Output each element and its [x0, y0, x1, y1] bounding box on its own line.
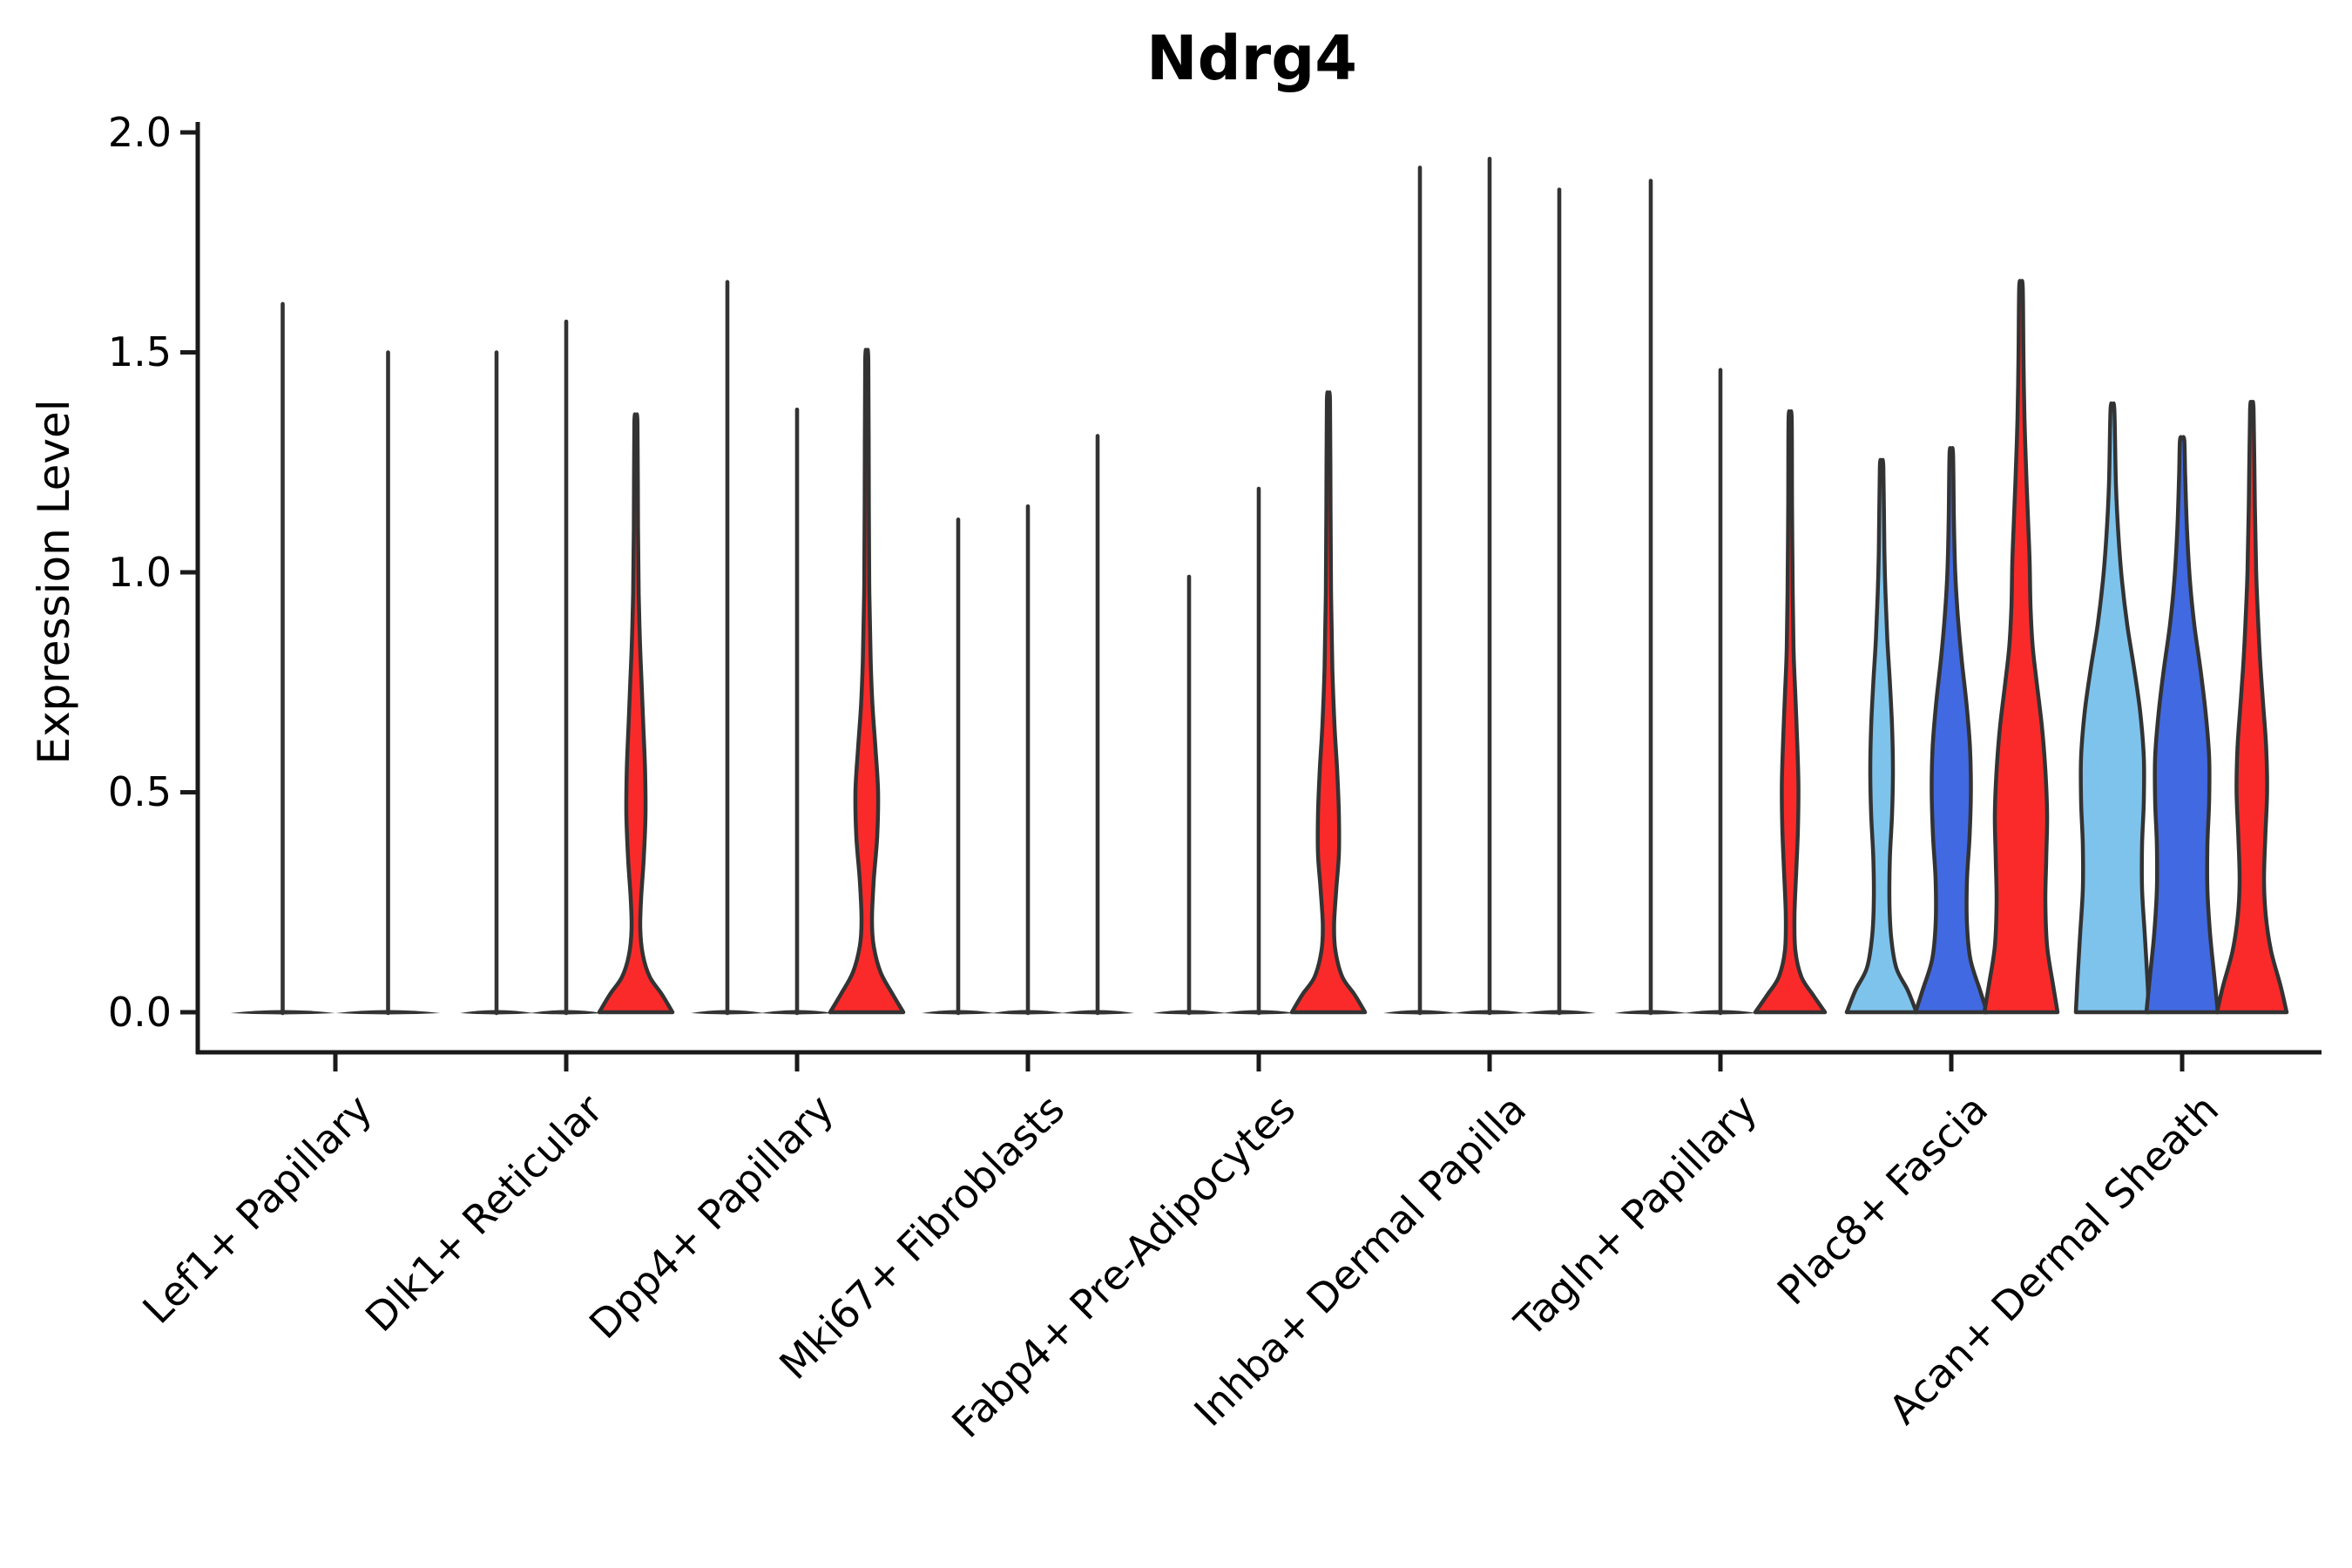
chart-title: Ndrg4	[1146, 23, 1358, 94]
y-tick-label-1.5: 1.5	[107, 328, 172, 375]
y-tick-label-1.0: 1.0	[107, 549, 172, 596]
y-tick-label-0.5: 0.5	[107, 768, 172, 815]
y-tick-label-0.0: 0.0	[107, 989, 172, 1036]
y-tick-label-2.0: 2.0	[107, 109, 172, 156]
